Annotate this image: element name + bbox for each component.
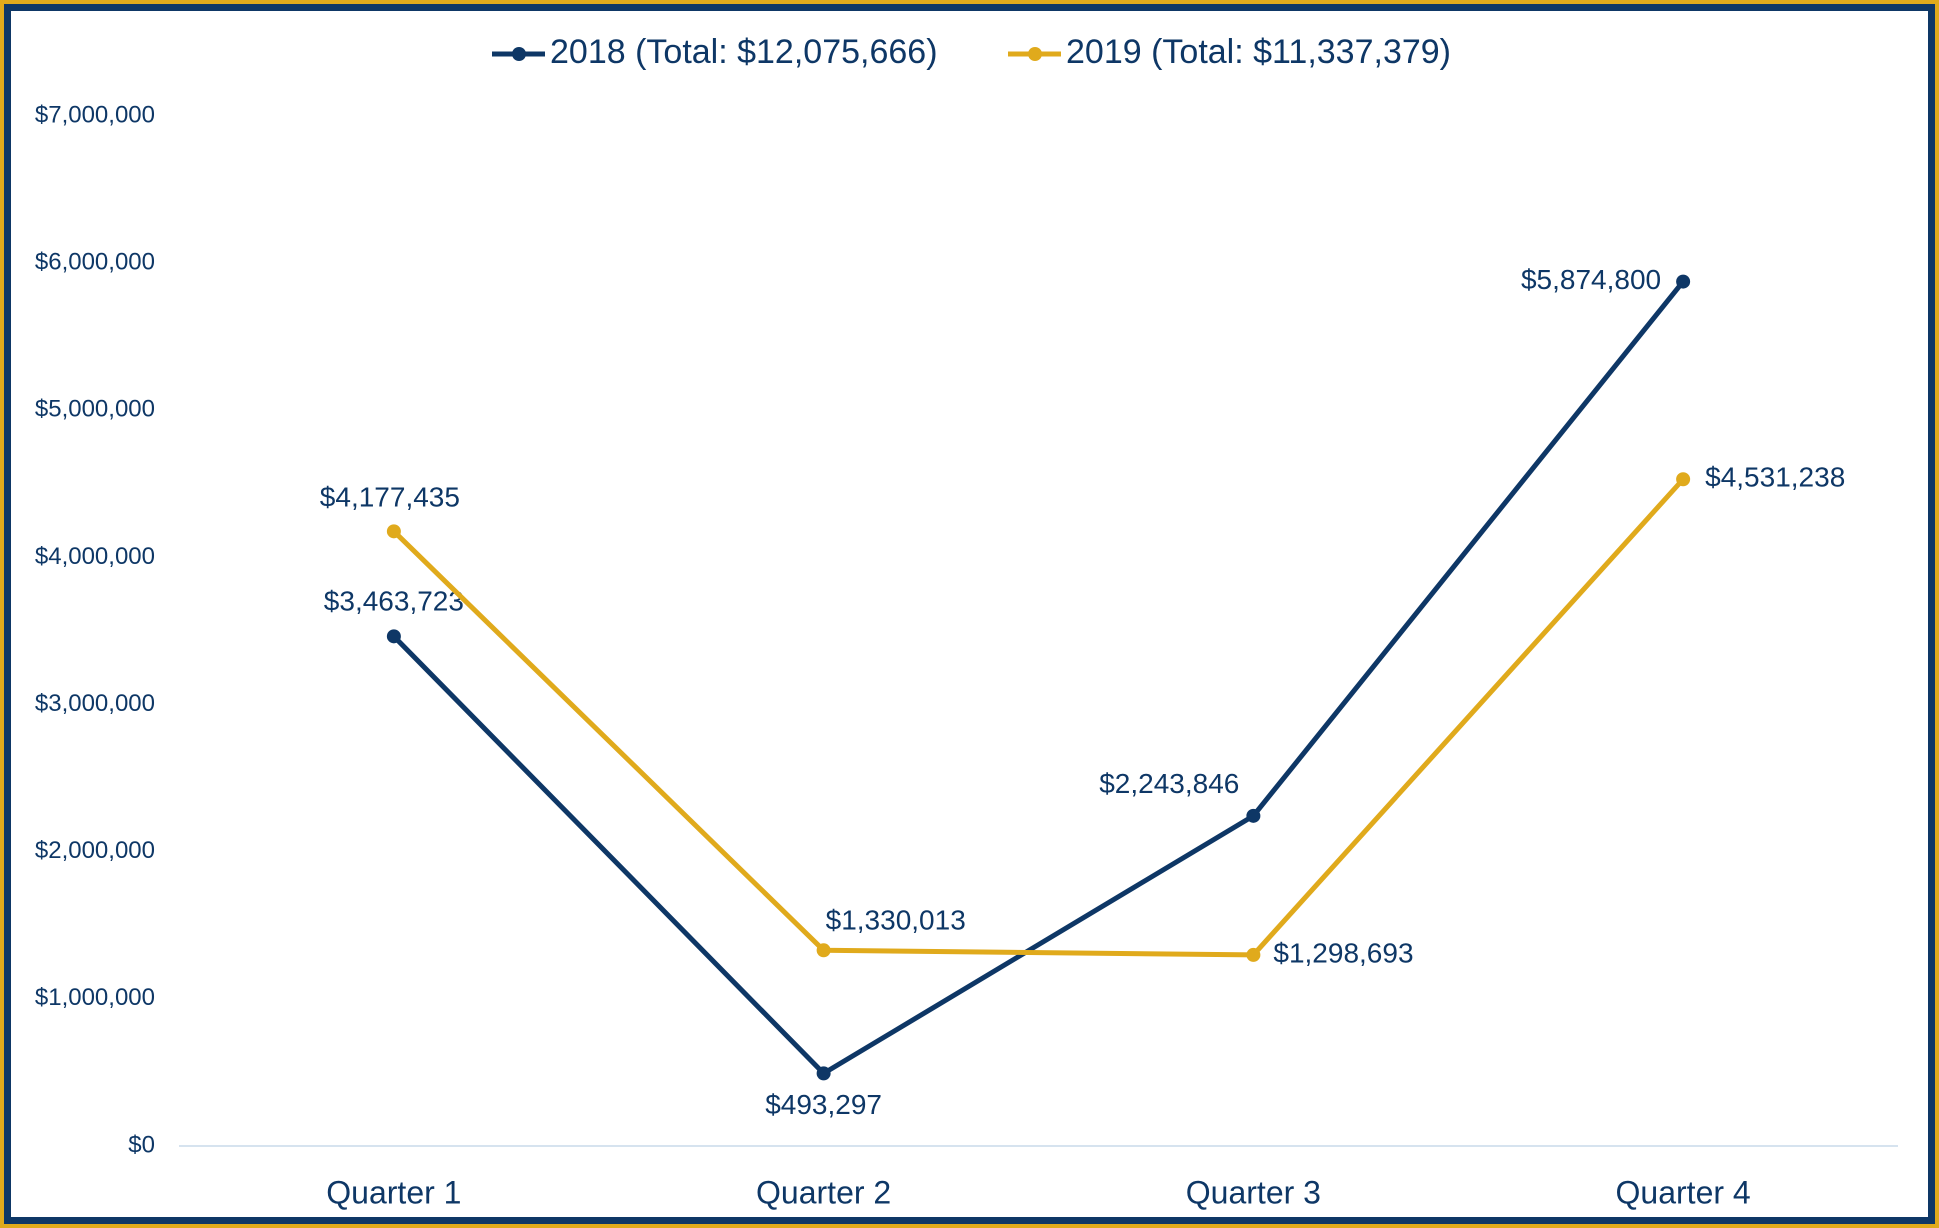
x-tick-label: Quarter 2: [756, 1174, 891, 1210]
data-label: $2,243,846: [1099, 768, 1239, 799]
point: [1246, 947, 1261, 962]
y-tick-label: $4,000,000: [35, 543, 155, 570]
point: [1246, 808, 1261, 823]
legend-marker: [512, 47, 526, 61]
point: [1676, 274, 1691, 289]
data-label: $4,177,435: [320, 482, 460, 513]
data-label: $4,531,238: [1705, 462, 1845, 493]
data-label: $1,298,693: [1273, 937, 1413, 968]
point: [386, 524, 401, 539]
data-label: $1,330,013: [826, 905, 966, 936]
x-tick-label: Quarter 4: [1616, 1174, 1751, 1210]
y-tick-label: $1,000,000: [35, 984, 155, 1011]
y-tick-label: $5,000,000: [35, 396, 155, 423]
point: [386, 629, 401, 644]
chart: $0 $1,000,000 $2,000,000 $3,000,000 $4,000,0…: [35, 33, 1898, 1210]
point: [816, 1066, 831, 1081]
data-label: $3,463,723: [324, 586, 464, 617]
legend-label: 2019 (Total: $11,337,379): [1066, 33, 1451, 71]
legend-label: 2018 (Total: $12,075,666): [550, 33, 938, 71]
point: [1676, 472, 1691, 487]
y-tick-label: $6,000,000: [35, 248, 155, 275]
x-tick-label: Quarter 3: [1186, 1174, 1321, 1210]
data-label: $5,874,800: [1521, 264, 1661, 295]
series-line: [392, 279, 1686, 1076]
legend-marker: [1028, 47, 1042, 61]
y-tick-label: $3,000,000: [35, 690, 155, 717]
point: [816, 943, 831, 958]
data-label: $493,297: [765, 1089, 882, 1120]
y-tick-label: $0: [128, 1131, 155, 1158]
y-tick-label: $7,000,000: [35, 101, 155, 128]
x-tick-label: Quarter 1: [326, 1174, 461, 1210]
y-tick-label: $2,000,000: [35, 837, 155, 864]
series-line: [392, 477, 1685, 958]
chart-area: $0 $1,000,000 $2,000,000 $3,000,000 $4,000,0…: [11, 11, 1928, 1217]
